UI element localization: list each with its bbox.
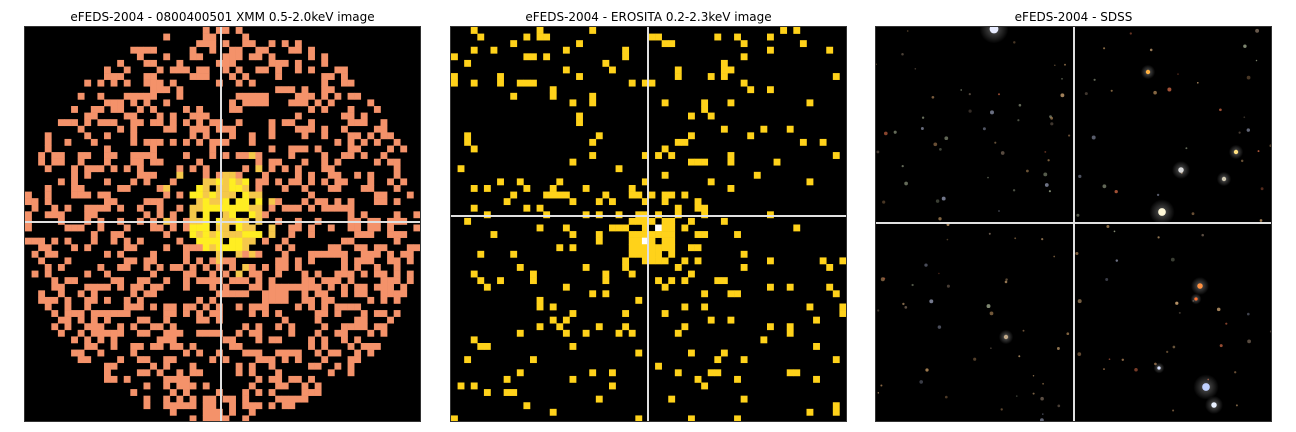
xmm-panel-title: eFEDS-2004 - 0800400501 XMM 0.5-2.0keV i…	[70, 10, 375, 24]
sdss-image	[875, 26, 1272, 422]
erosita-pixels	[451, 27, 846, 421]
xmm-pixels	[25, 27, 420, 421]
sdss-star-field	[876, 27, 1271, 421]
sdss-stars	[876, 27, 1271, 421]
sdss-panel-title: eFEDS-2004 - SDSS	[1014, 10, 1133, 24]
xmm-image	[24, 26, 421, 422]
erosita-pixel-map	[451, 27, 846, 421]
erosita-image	[450, 26, 847, 422]
xmm-pixel-map	[25, 27, 420, 421]
erosita-panel-title: eFEDS-2004 - EROSITA 0.2-2.3keV image	[525, 10, 772, 24]
